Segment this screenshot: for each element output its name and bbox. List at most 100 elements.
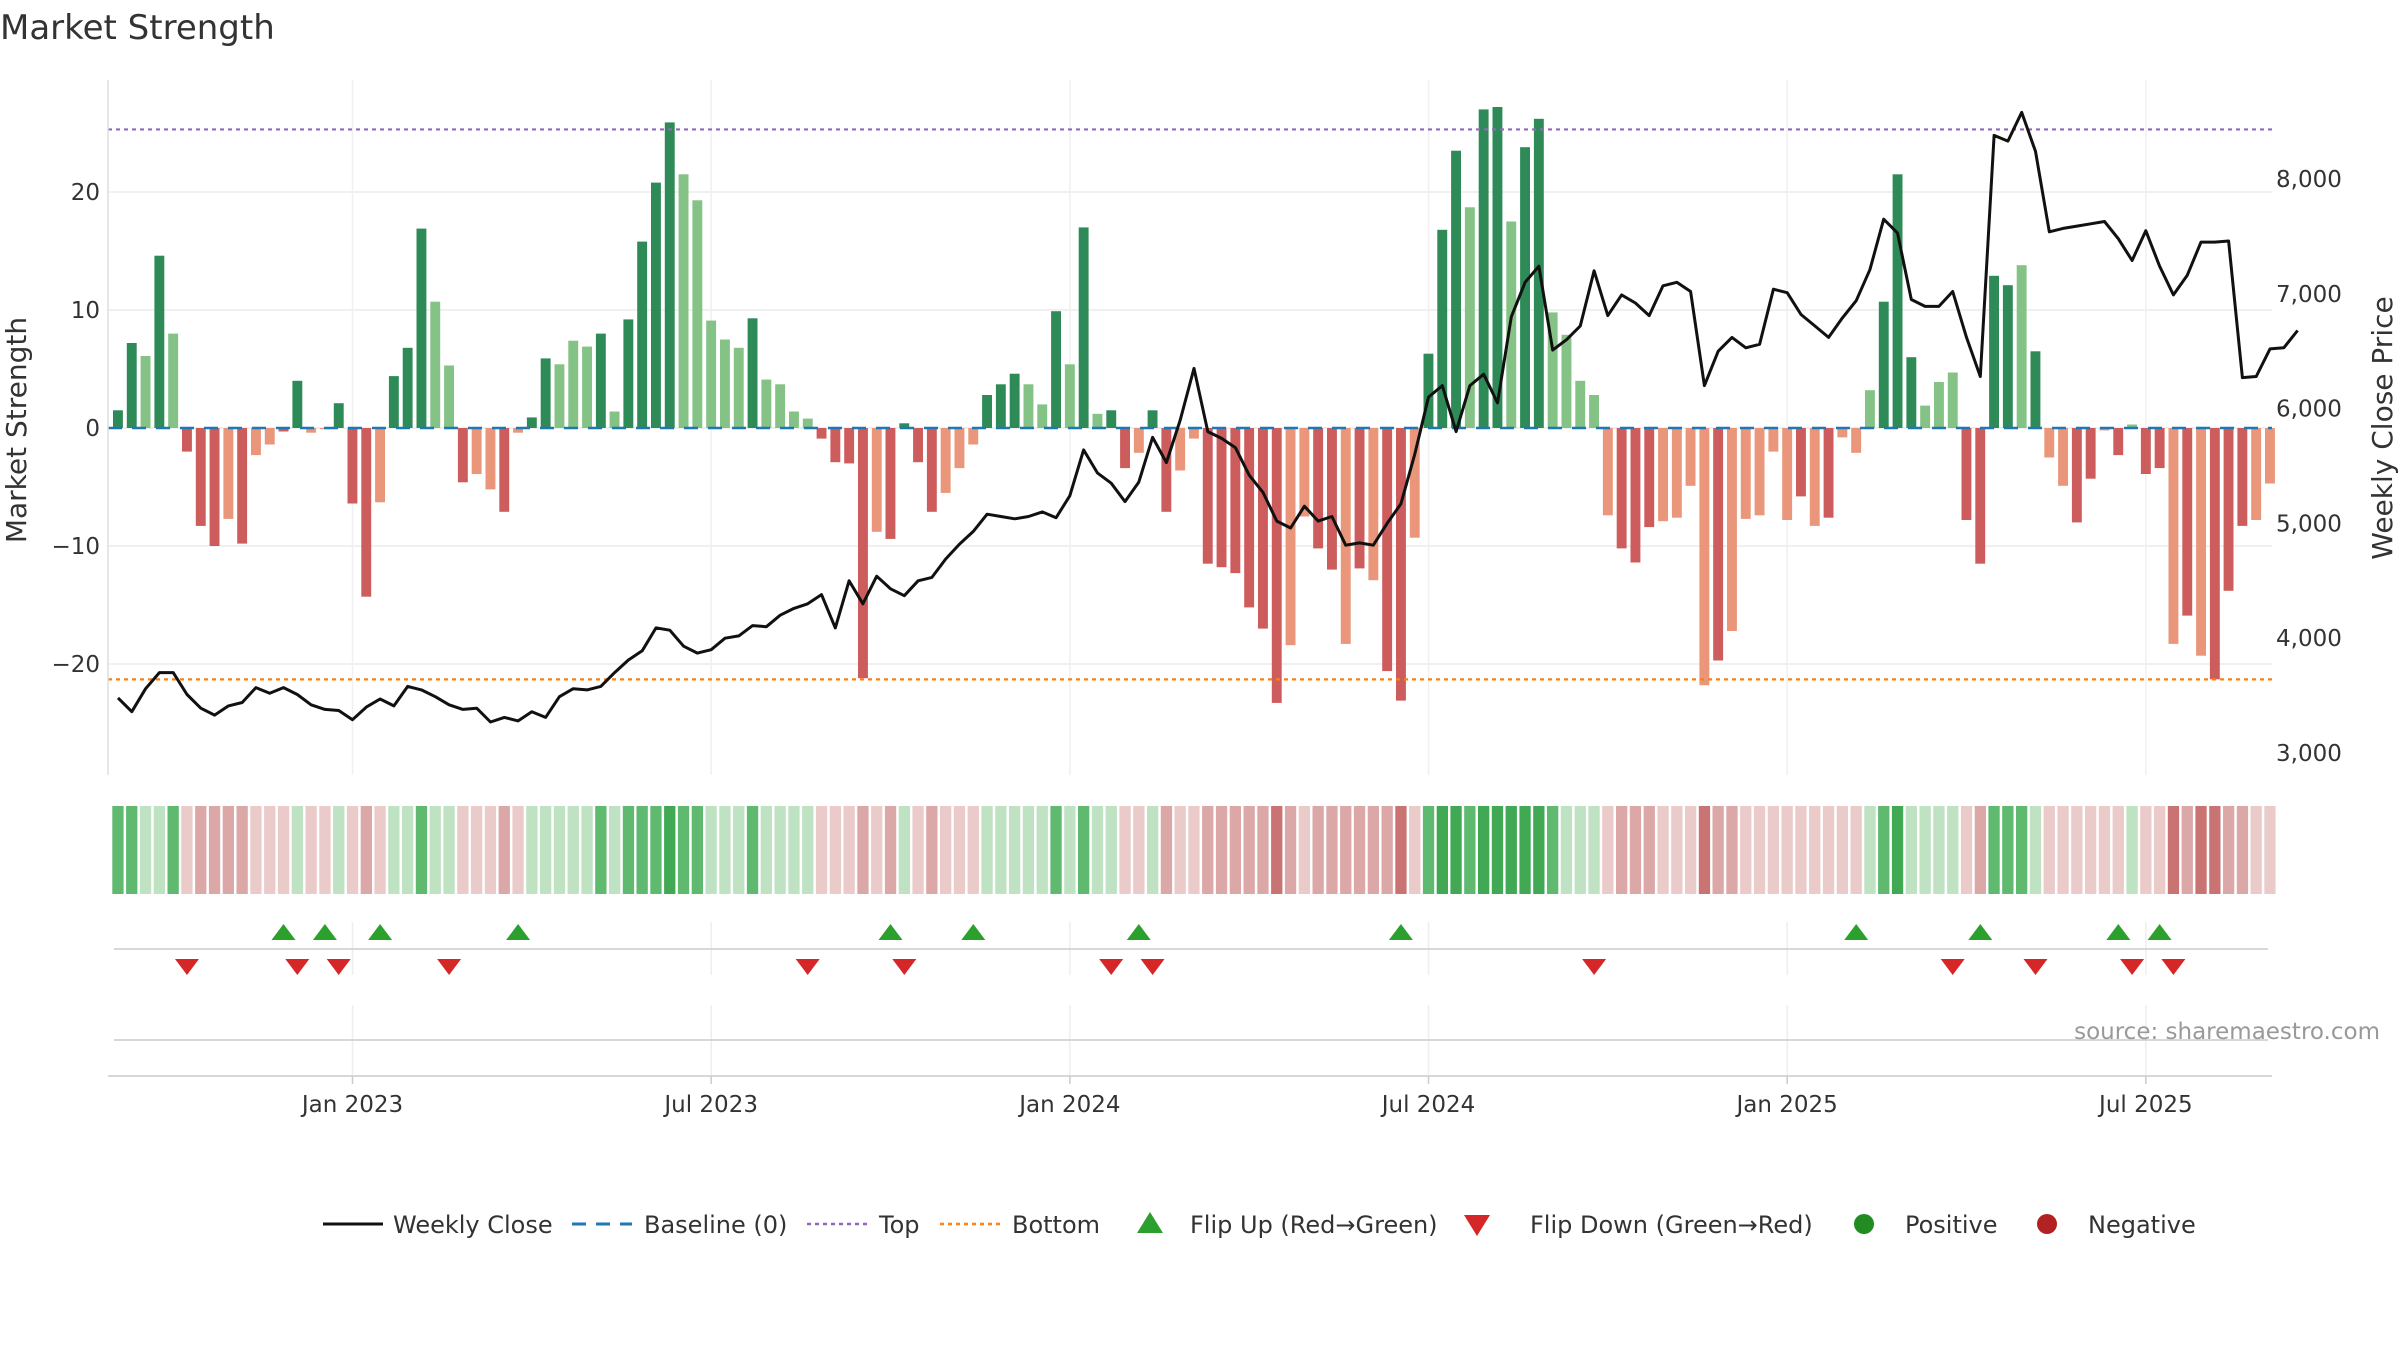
strip-cell [1698, 806, 1711, 894]
strength-bar [1437, 229, 1448, 428]
source-note: source: sharemaestro.com [2074, 1019, 2380, 1045]
strength-bar [1340, 428, 1351, 644]
strength-bar [209, 428, 220, 546]
strength-bar [1837, 428, 1848, 438]
strip-cell [112, 806, 124, 894]
y-right-tick-label: 7,000 [2276, 282, 2342, 308]
strength-bar [1906, 357, 1917, 428]
strength-bar [237, 428, 248, 544]
legend-flip-down: Flip Down (Green→Red) [1530, 1211, 1813, 1239]
flip-down-marker [2161, 959, 2186, 975]
strip-cell [208, 806, 221, 894]
strip-cell [1878, 806, 1890, 894]
strength-bar [775, 384, 786, 428]
strength-bar [2140, 428, 2151, 474]
legend-positive: Positive [1905, 1211, 1998, 1239]
strip-cell [981, 806, 993, 894]
strip-cell [1353, 806, 1366, 894]
strength-bar [2154, 428, 2165, 469]
strength-bar [1354, 428, 1365, 569]
strip-cell [1395, 806, 1407, 894]
strength-bar [402, 347, 413, 428]
flip-down-marker [285, 959, 310, 975]
strip-cell [2264, 806, 2276, 894]
strip-cell [484, 806, 497, 894]
strip-cell [1505, 806, 1517, 894]
strength-bar [1602, 428, 1613, 516]
reference-lines [108, 128, 2272, 681]
strip-cell [746, 806, 759, 894]
strip-cell [1988, 806, 2000, 894]
legend-weekly-close: Weekly Close [393, 1211, 553, 1239]
strength-bar [347, 428, 358, 504]
strength-bar [182, 428, 192, 452]
strip-cell [2016, 806, 2028, 894]
strip-cell [1160, 806, 1173, 894]
strip-cell [2057, 806, 2069, 894]
strip-cell [2195, 806, 2207, 894]
strip-cell [1381, 806, 1393, 894]
strip-cell [498, 806, 510, 894]
strip-cell [1340, 806, 1352, 894]
strength-bar [1754, 428, 1765, 516]
strength-bar [195, 428, 206, 526]
strength-bar [1727, 428, 1737, 631]
strength-bar [706, 320, 717, 428]
strip-cell [1022, 806, 1035, 894]
strength-bar [1671, 428, 1682, 518]
legend: Weekly Close Baseline (0) Top Bottom Fli… [323, 1211, 2196, 1239]
y-right-tick-label: 4,000 [2276, 626, 2342, 652]
strength-bar [2030, 351, 2041, 428]
strip-cell [1919, 806, 1931, 894]
strip-cell [705, 806, 717, 894]
strength-bar [637, 241, 648, 428]
strength-bar [1934, 382, 1944, 428]
strength-bar [306, 428, 317, 433]
strength-bar [568, 340, 579, 428]
strip-cell [2043, 806, 2055, 894]
strength-bar [1327, 428, 1337, 570]
strength-bar [1092, 413, 1103, 428]
strength-bar [1258, 428, 1268, 629]
strip-cell [1188, 806, 1200, 894]
y-left-tick-label: 10 [71, 298, 100, 324]
strip-cell [374, 806, 386, 894]
strength-bar [789, 411, 799, 428]
strength-bar [2223, 428, 2234, 591]
y-right-tick-label: 5,000 [2276, 511, 2342, 537]
strip-cell [1533, 806, 1545, 894]
strip-cell [1229, 806, 1241, 894]
strip-cell [1091, 806, 1104, 894]
flip-down-marker [1940, 959, 1965, 975]
strip-cell [264, 806, 276, 894]
flip-down-marker [1582, 959, 1607, 975]
chart-title: Market Strength [0, 8, 275, 48]
y-left-tick-label: −20 [51, 652, 100, 678]
strength-bar [1809, 428, 1820, 526]
strip-cell [126, 806, 138, 894]
strength-bar [1216, 428, 1227, 568]
strength-bar [1230, 428, 1241, 574]
strength-bar [2251, 428, 2262, 520]
strength-bar [1175, 428, 1186, 471]
strip-cell [898, 806, 910, 894]
flip-up-marker [1126, 924, 1151, 940]
strip-cell [1064, 806, 1076, 894]
y-axis-left-label: Market Strength [0, 317, 33, 543]
strength-bar [1023, 384, 1034, 428]
y-right-tick-label: 3,000 [2276, 741, 2342, 767]
strip-cell [581, 806, 593, 894]
strip-cell [1974, 806, 1986, 894]
strip-cell [1271, 806, 1283, 894]
strength-bar [1575, 380, 1586, 428]
weekly-close-line [116, 110, 2299, 724]
strip-cell [222, 806, 234, 894]
strength-bar [1451, 150, 1461, 428]
strip-cell [2181, 806, 2193, 894]
strip-cell [2112, 806, 2124, 894]
strip-cell [733, 806, 745, 894]
x-tick-label: Jan 2023 [300, 1092, 403, 1118]
weekly-close-layer [116, 110, 2299, 724]
flip-up-marker [878, 924, 903, 940]
strip-cell [691, 806, 703, 894]
